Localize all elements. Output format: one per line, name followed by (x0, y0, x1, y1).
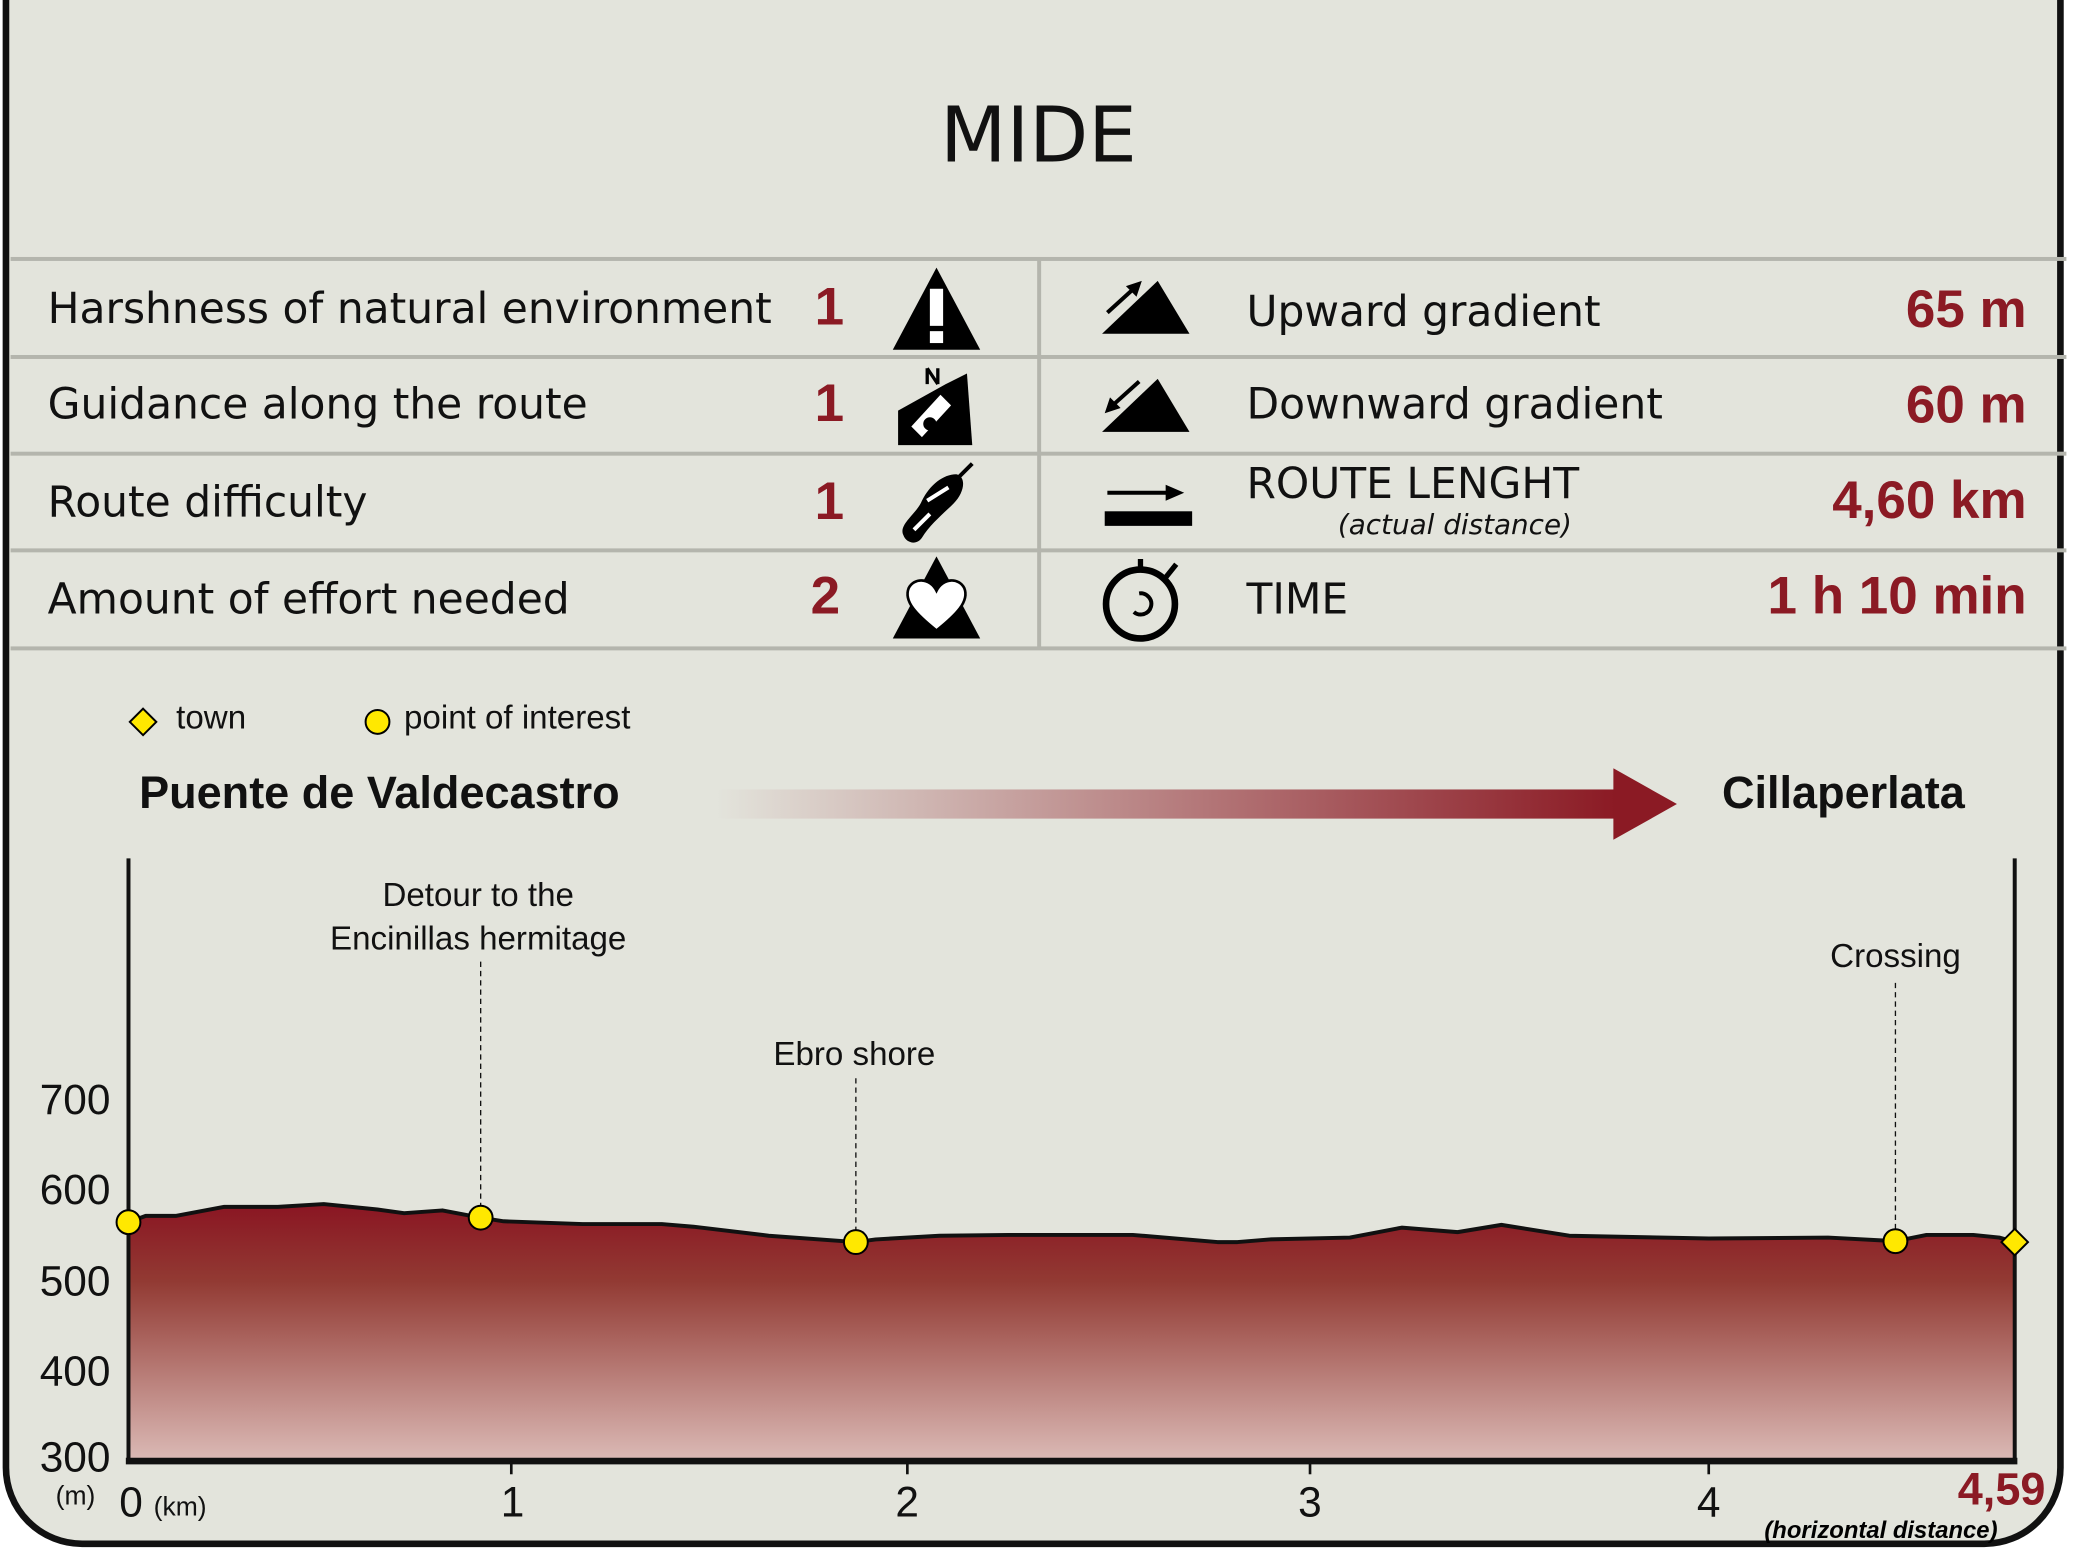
upward-gradient-label: Upward gradient (1246, 286, 1601, 337)
poi-marker (115, 1209, 142, 1236)
elevation-area (128, 1204, 2015, 1462)
elevation-line (127, 1202, 2016, 1245)
mide-label: Guidance along the route (47, 378, 588, 430)
x-tick-label: 0 (119, 1478, 143, 1526)
x-end-label: 4,59 (1957, 1465, 2046, 1516)
poi-marker (467, 1204, 494, 1231)
x-tick-label: 2 (895, 1478, 920, 1526)
route-length-value: 4,60 km (1832, 471, 2027, 530)
town-marker (2000, 1227, 2030, 1257)
upward-gradient-value: 65 m (1905, 280, 2027, 340)
x-tick-label: 1 (500, 1478, 525, 1526)
downward-gradient-value: 60 m (1905, 376, 2027, 435)
route-length-icon (1104, 484, 1193, 526)
x-tick-label: 4 (1696, 1478, 1721, 1526)
y-tick-label: 400 (39, 1347, 111, 1395)
mide-label: Harshness of natural environment (47, 283, 772, 334)
route-length-label: ROUTE LENGHT (1246, 458, 1580, 509)
annotation-crossing: Crossing (1830, 937, 1961, 975)
page-title: MIDE (940, 90, 1137, 181)
mide-value: 1 (814, 374, 845, 434)
annotation-detour: Detour to the Encinillas hermitage (330, 876, 627, 958)
poi-marker (842, 1229, 869, 1256)
annotation-ebro-shore: Ebro shore (773, 1035, 936, 1073)
y-axis-unit: (m) (55, 1482, 96, 1512)
orientation-map-icon (898, 367, 973, 446)
footprint-icon (902, 462, 974, 543)
route-start: Puente de Valdecastro (139, 768, 620, 819)
mide-value: 1 (814, 278, 845, 337)
town-diamond-icon (128, 707, 158, 737)
legend-poi: point of interest (404, 699, 631, 737)
legend-town: town (176, 699, 247, 737)
mide-label: Route difficulty (47, 476, 368, 528)
route-length-sublabel: (actual distance) (1337, 508, 1572, 541)
direction-arrow-icon (715, 768, 1677, 840)
upward-gradient-icon (1102, 280, 1190, 334)
x-axis-unit: (km) (153, 1492, 207, 1522)
warning-triangle-icon (892, 267, 981, 350)
poi-circle-icon (364, 708, 391, 735)
y-tick-label: 600 (39, 1165, 111, 1214)
time-value: 1 h 10 min (1767, 566, 2027, 626)
downward-gradient-icon (1102, 378, 1190, 432)
y-tick-label: 300 (39, 1433, 111, 1481)
poi-marker (1882, 1228, 1909, 1255)
route-end: Cillaperlata (1721, 768, 1965, 819)
y-tick-label: 700 (39, 1075, 111, 1124)
stopwatch-icon (1102, 558, 1179, 642)
mide-value: 2 (810, 566, 841, 626)
downward-gradient-label: Downward gradient (1246, 378, 1663, 430)
time-label: TIME (1246, 573, 1349, 624)
mide-label: Amount of effort needed (47, 573, 570, 624)
y-tick-label: 500 (39, 1257, 111, 1305)
divider (1037, 258, 1042, 650)
x-tick-label: 3 (1298, 1478, 1322, 1526)
x-note: (horizontal distance) (1764, 1516, 1998, 1544)
mide-value: 1 (814, 472, 845, 532)
heart-mountain-icon (892, 556, 981, 639)
